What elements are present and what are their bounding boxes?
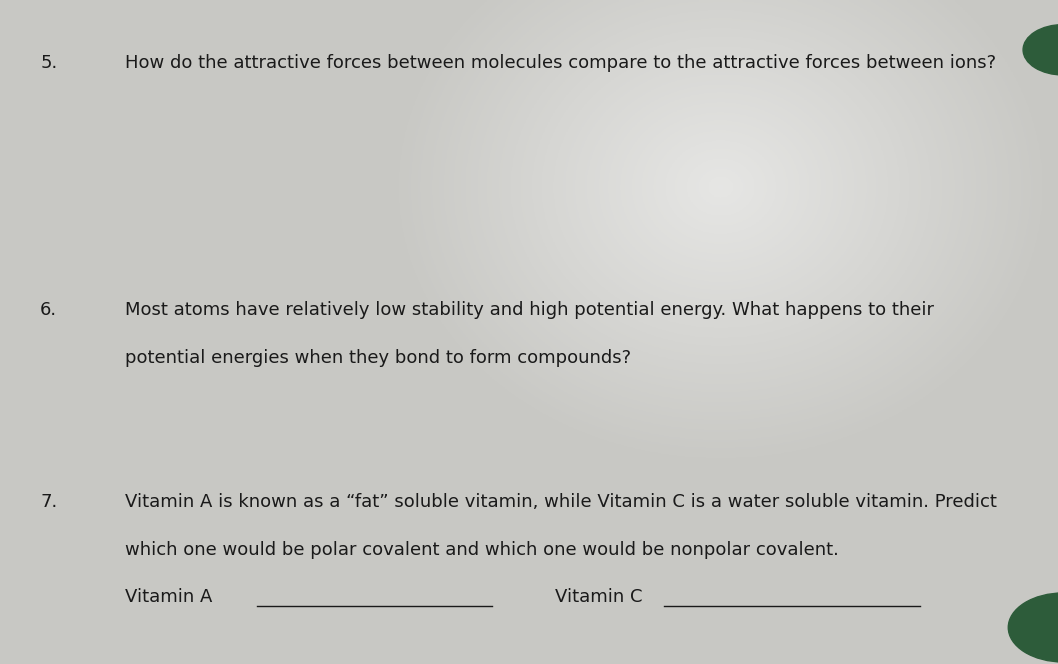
Text: Vitamin A is known as a “fat” soluble vitamin, while Vitamin C is a water solubl: Vitamin A is known as a “fat” soluble vi… — [125, 493, 997, 511]
Text: potential energies when they bond to form compounds?: potential energies when they bond to for… — [125, 349, 631, 367]
Circle shape — [1008, 593, 1058, 662]
Text: 6.: 6. — [40, 301, 57, 319]
Text: Most atoms have relatively low stability and high potential energy. What happens: Most atoms have relatively low stability… — [125, 301, 934, 319]
Text: How do the attractive forces between molecules compare to the attractive forces : How do the attractive forces between mol… — [125, 54, 996, 72]
Circle shape — [1023, 25, 1058, 75]
Text: which one would be polar covalent and which one would be nonpolar covalent.: which one would be polar covalent and wh… — [125, 541, 839, 559]
Text: Vitamin C: Vitamin C — [555, 588, 643, 606]
Text: 7.: 7. — [40, 493, 57, 511]
Text: 5.: 5. — [40, 54, 57, 72]
Text: Vitamin A: Vitamin A — [125, 588, 213, 606]
